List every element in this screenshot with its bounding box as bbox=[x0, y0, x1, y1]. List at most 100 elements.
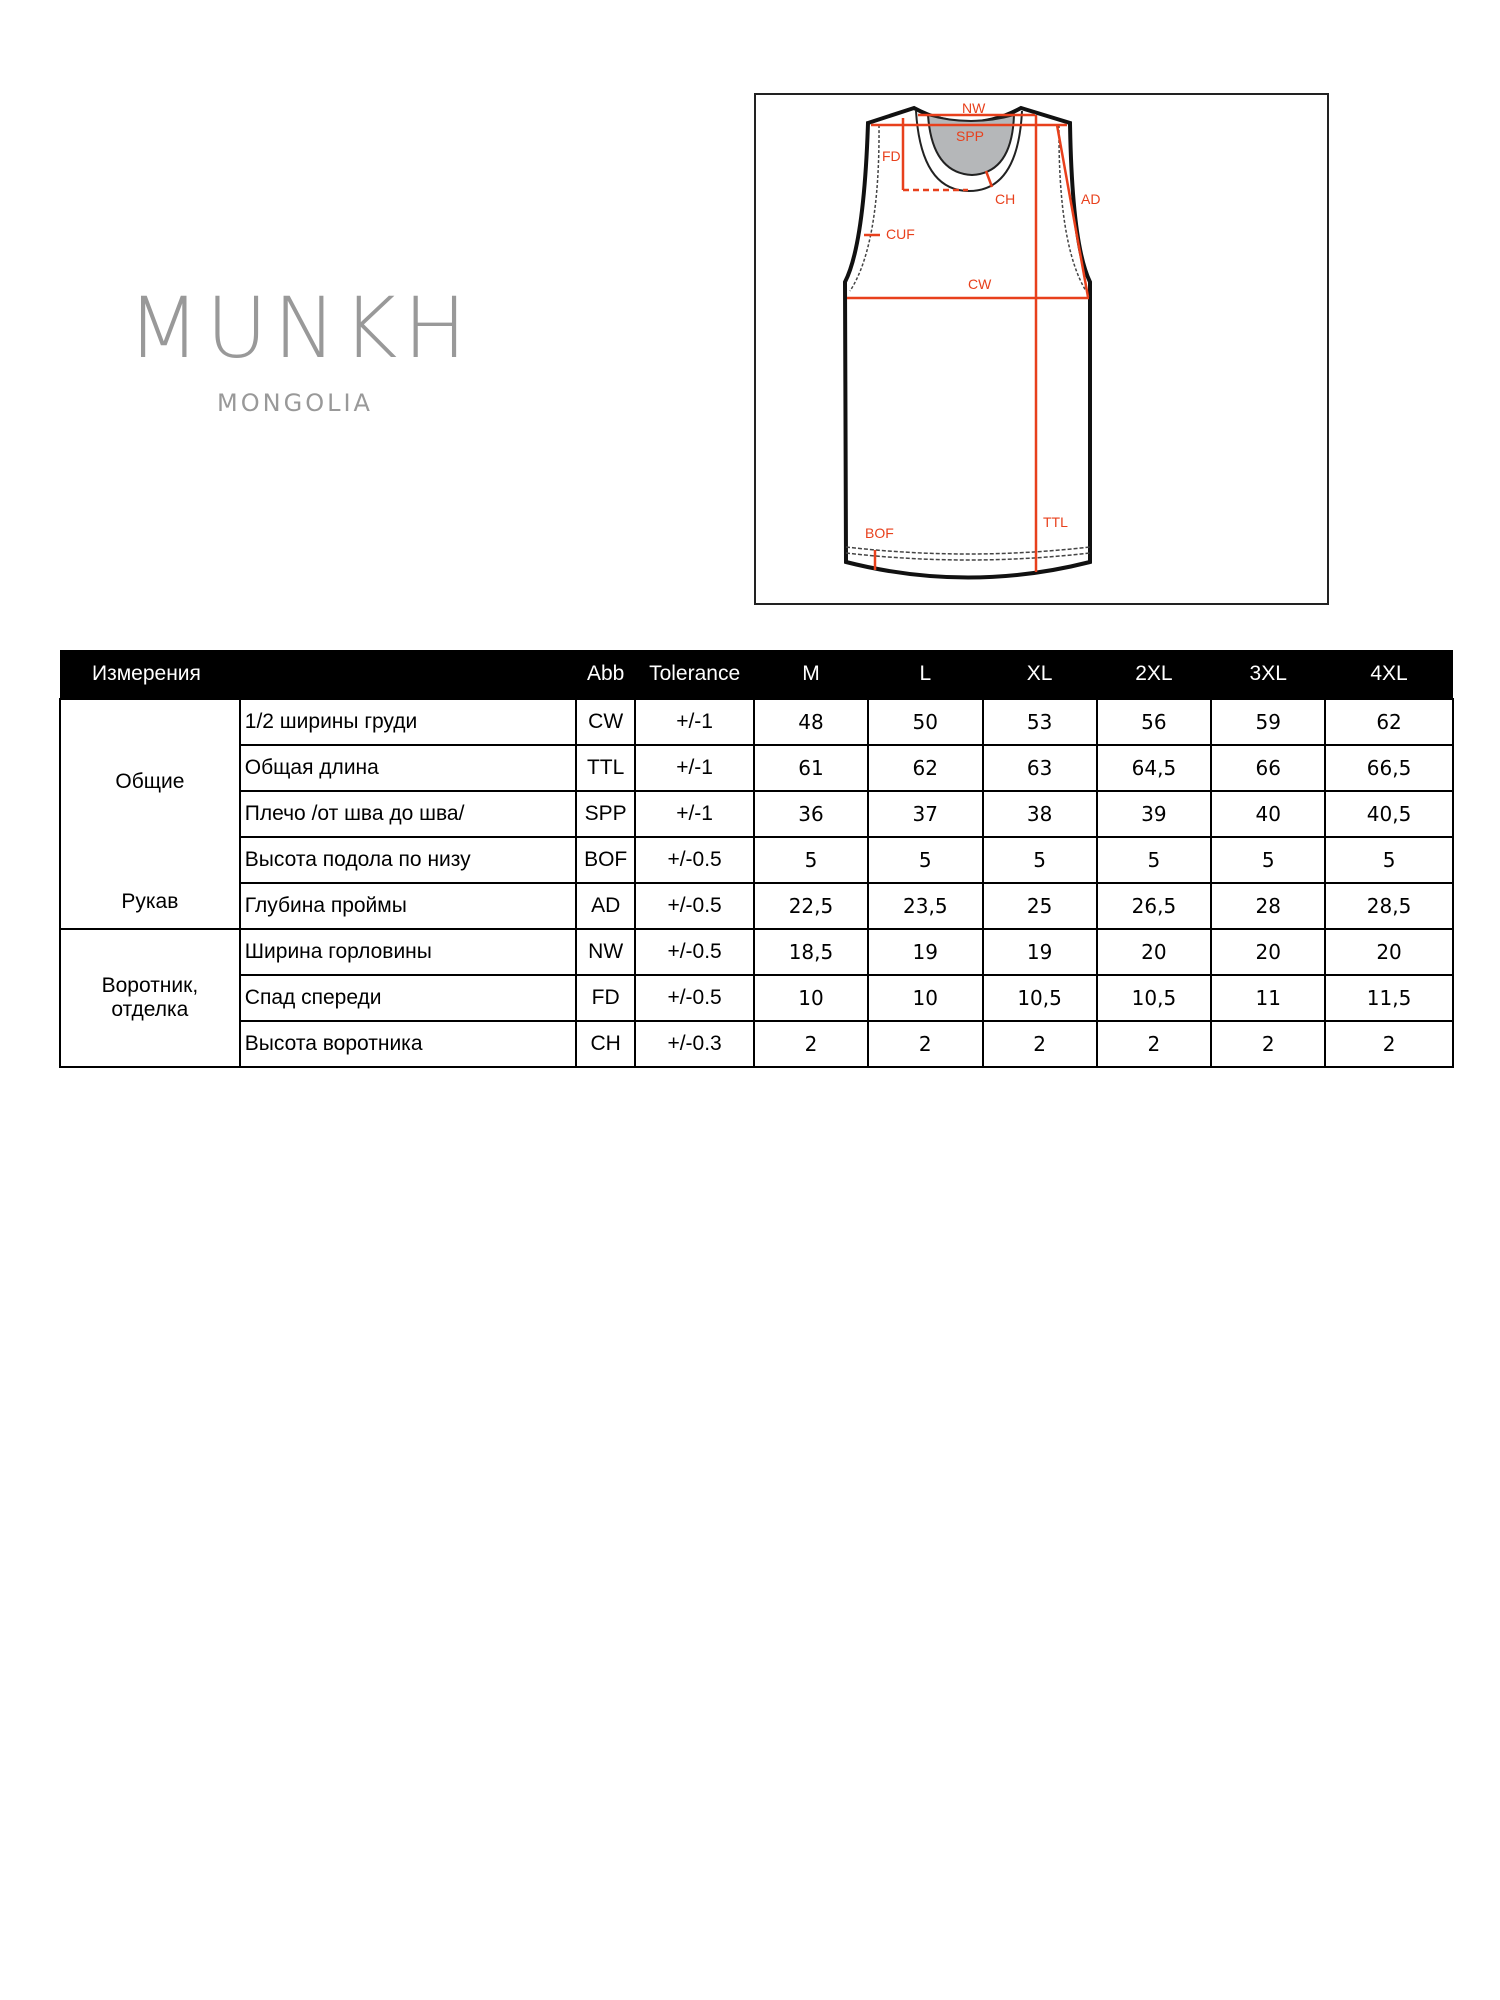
measurement-tolerance: +/-0.3 bbox=[634, 1020, 756, 1068]
header-size: XL bbox=[982, 650, 1097, 699]
size-value: 5 bbox=[753, 836, 869, 884]
header-size: 2XL bbox=[1096, 650, 1212, 699]
tank-top-measurement-sketch: NW SPP FD CH AD CUF CW TTL BOF bbox=[754, 93, 1329, 605]
measurement-tolerance: +/-0.5 bbox=[634, 928, 756, 976]
measurement-name: 1/2 ширины груди bbox=[238, 698, 578, 746]
label-spp: SPP bbox=[956, 128, 984, 144]
size-value: 20 bbox=[1095, 928, 1213, 976]
size-value: 2 bbox=[1210, 1020, 1327, 1068]
size-value: 62 bbox=[1324, 698, 1454, 746]
size-value: 19 bbox=[866, 928, 984, 976]
measurement-abb: FD bbox=[575, 974, 637, 1022]
table-row: Воротник, отделка Ширина горловины NW +/-0.5… bbox=[59, 928, 1454, 1068]
label-cw: CW bbox=[968, 276, 992, 292]
size-value: 66 bbox=[1210, 744, 1327, 792]
size-value: 2 bbox=[1324, 1020, 1454, 1068]
size-value: 26,5 bbox=[1095, 882, 1213, 930]
size-value: 10 bbox=[866, 974, 984, 1022]
label-ch: CH bbox=[995, 191, 1015, 207]
measurement-abb: SPP bbox=[575, 790, 637, 838]
size-value: 56 bbox=[1095, 698, 1213, 746]
size-value: 40 bbox=[1210, 790, 1327, 838]
size-value: 37 bbox=[866, 790, 984, 838]
size-value: 62 bbox=[866, 744, 984, 792]
measurement-tolerance: +/-0.5 bbox=[634, 882, 756, 930]
group-collar: Воротник, отделка bbox=[59, 928, 241, 1068]
size-value: 28 bbox=[1210, 882, 1327, 930]
neck-inner bbox=[926, 113, 1016, 177]
brand-logo: MUNKH MONGOLIA bbox=[110, 285, 490, 417]
size-value: 10,5 bbox=[981, 974, 1098, 1022]
size-value: 11,5 bbox=[1324, 974, 1454, 1022]
size-value: 25 bbox=[981, 882, 1098, 930]
header-size: L bbox=[867, 650, 983, 699]
table-row: Общая длина TTL +/-1 61 62 63 64,5 66 66,5 bbox=[60, 744, 1454, 792]
size-value: 2 bbox=[1095, 1020, 1213, 1068]
measurement-tolerance: +/-1 bbox=[634, 790, 756, 838]
group-label: Общие bbox=[115, 770, 185, 793]
size-value: 5 bbox=[1324, 836, 1454, 884]
label-fd: FD bbox=[882, 148, 901, 164]
measurement-tolerance: +/-0.5 bbox=[634, 836, 756, 884]
measurement-abb: BOF bbox=[575, 836, 637, 884]
label-nw: NW bbox=[962, 100, 986, 116]
header-size: 4XL bbox=[1325, 650, 1453, 699]
measurement-abb: CW bbox=[575, 698, 637, 746]
size-value: 28,5 bbox=[1324, 882, 1454, 930]
header-size: 3XL bbox=[1211, 650, 1326, 699]
size-value: 2 bbox=[753, 1020, 869, 1068]
group-label: Рукав bbox=[121, 890, 179, 913]
size-value: 39 bbox=[1095, 790, 1213, 838]
size-value: 48 bbox=[753, 698, 869, 746]
size-value: 19 bbox=[981, 928, 1098, 976]
table-row: Глубина проймы AD +/-0.5 22,5 23,5 25 26,5 28 28… bbox=[60, 882, 1454, 930]
table-header: Измерения Abb Tolerance M L XL 2XL 3XL 4… bbox=[60, 650, 1453, 699]
size-value: 20 bbox=[1210, 928, 1327, 976]
size-value: 38 bbox=[981, 790, 1098, 838]
size-value: 36 bbox=[753, 790, 869, 838]
size-value: 50 bbox=[866, 698, 984, 746]
size-chart-table: Измерения Abb Tolerance M L XL 2XL 3XL 4… bbox=[59, 650, 1454, 1068]
size-value: 23,5 bbox=[866, 882, 984, 930]
measurement-tolerance: +/-0.5 bbox=[634, 974, 756, 1022]
table-row: Высота воротника CH +/-0.3 2 2 2 2 2 2 bbox=[60, 1020, 1454, 1068]
label-cuf: CUF bbox=[886, 226, 915, 242]
size-value: 2 bbox=[981, 1020, 1098, 1068]
group-general: Общие Рукав bbox=[59, 698, 241, 930]
measurement-name: Глубина проймы bbox=[238, 882, 578, 930]
measurement-name: Высота воротника bbox=[238, 1020, 578, 1068]
table-row: Плечо /от шва до шва/SPP +/-1 36 37 38 39 40 40… bbox=[60, 790, 1454, 838]
measurement-lines bbox=[847, 113, 1090, 572]
header-tolerance: Tolerance bbox=[635, 650, 755, 699]
size-value: 5 bbox=[1210, 836, 1327, 884]
measurement-abb: AD bbox=[575, 882, 637, 930]
measurement-tolerance: +/-1 bbox=[634, 698, 756, 746]
brand-name: MUNKH bbox=[127, 279, 473, 377]
measurement-name: Спад спереди bbox=[238, 974, 578, 1022]
table-row: Спад спереди FD +/-0.5 10 10 10,5 10,5 11 11,5 bbox=[60, 974, 1454, 1022]
measurement-tolerance: +/-1 bbox=[634, 744, 756, 792]
size-value: 63 bbox=[981, 744, 1098, 792]
size-value: 20 bbox=[1324, 928, 1454, 976]
header-abb: Abb bbox=[576, 650, 636, 699]
label-ttl: TTL bbox=[1043, 514, 1068, 530]
measurement-name: Ширина горловины bbox=[238, 928, 578, 976]
measurement-name: Высота подола по низу bbox=[238, 836, 578, 884]
group-label: Воротник, bbox=[101, 974, 199, 997]
size-value: 59 bbox=[1210, 698, 1327, 746]
size-value: 18,5 bbox=[753, 928, 869, 976]
brand-subtitle: MONGOLIA bbox=[217, 389, 373, 417]
label-bof: BOF bbox=[865, 525, 894, 541]
size-value: 64,5 bbox=[1095, 744, 1213, 792]
size-value: 5 bbox=[866, 836, 984, 884]
group-label: отделка bbox=[111, 998, 189, 1021]
table-row: Высота подола по низу BOF +/-0.5 5 5 5 5 5 5 bbox=[60, 836, 1454, 884]
measurement-abb: NW bbox=[575, 928, 637, 976]
measurement-abb: CH bbox=[575, 1020, 637, 1068]
measurement-name: Общая длина bbox=[238, 744, 578, 792]
size-value: 66,5 bbox=[1324, 744, 1454, 792]
garment-outline bbox=[842, 105, 1092, 580]
size-value: 10,5 bbox=[1095, 974, 1213, 1022]
table-row: Общие Рукав 1/2 ширины груди CW +/-1 48 50 53 56… bbox=[59, 698, 1454, 930]
header-measurement: Измерения bbox=[60, 650, 577, 699]
